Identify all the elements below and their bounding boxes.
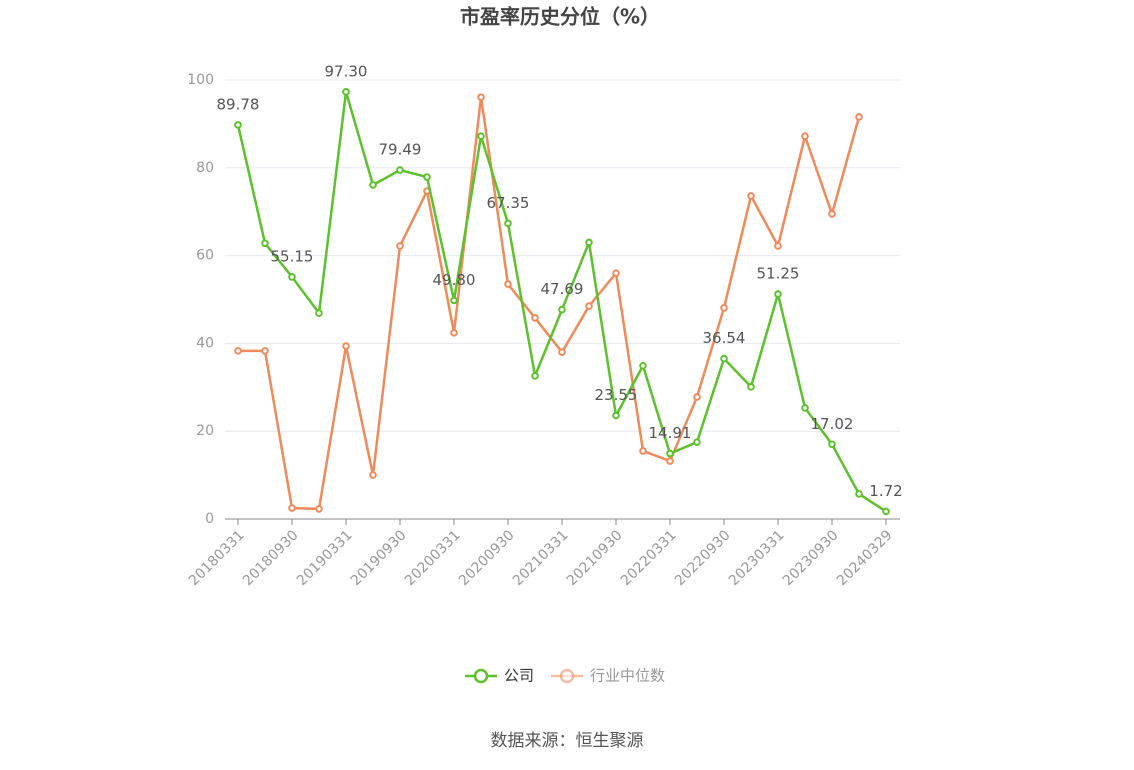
legend-marker [559,668,575,684]
point [342,88,350,96]
point [234,347,242,355]
point [261,347,269,355]
point [558,348,566,356]
point [882,507,890,516]
point [801,404,809,412]
point [558,305,566,314]
x-tick-label: 20240329 [834,527,896,589]
point [774,242,782,250]
point [315,505,323,513]
point [288,504,296,512]
point [828,210,836,218]
point [801,132,809,140]
point [585,238,593,247]
data-label: 17.02 [811,415,854,433]
data-label: 23.55 [595,386,638,404]
point [585,302,593,310]
y-tick-label: 40 [196,335,214,351]
x-tick-label: 20220930 [672,527,734,589]
point [423,173,431,181]
y-tick-label: 100 [187,72,214,88]
data-label: 89.78 [217,95,260,113]
chart-title: 市盈率历史分位（%） [460,5,660,29]
point [666,457,674,465]
y-tick-label: 0 [205,511,214,527]
point [396,166,404,174]
point [450,329,458,337]
point [612,269,620,277]
y-tick-label: 80 [196,160,214,176]
x-tick-label: 20190930 [348,527,410,589]
data-label: 79.49 [379,141,422,159]
legend-marker [473,668,489,684]
x-tick-label: 20190331 [294,527,356,589]
y-tick-label: 20 [196,423,214,439]
point [234,121,242,129]
point [369,181,377,189]
data-label: 14.91 [649,424,692,442]
data-label: 97.30 [325,62,368,80]
legend-label: 公司 [504,667,534,685]
point [774,290,782,298]
point [504,280,512,288]
x-tick-label: 20230930 [780,527,842,589]
point [639,361,647,370]
data-label: 55.15 [271,247,314,265]
data-label: 47.69 [541,280,584,298]
x-tick-label: 20180331 [186,527,248,589]
x-tick-label: 20210930 [564,527,626,589]
point [693,438,701,446]
data-label: 67.35 [487,194,530,212]
point [531,372,539,380]
data-label: 36.54 [703,329,746,347]
data-label: 51.25 [757,265,800,283]
point [504,219,512,228]
x-tick-label: 20230331 [726,527,788,589]
point [747,383,755,391]
point [369,471,377,479]
y-tick-label: 60 [196,248,214,264]
point [612,411,620,420]
point [720,304,728,312]
point [693,393,701,401]
series-line [236,91,887,513]
x-tick-label: 20180930 [240,527,302,589]
series-line [238,96,861,511]
point [666,449,674,458]
point [747,192,755,200]
x-tick-label: 20210331 [510,527,572,589]
point [477,93,485,101]
point [639,447,647,455]
point [477,132,485,140]
point [720,354,728,363]
point [531,314,539,322]
data-label: 49.80 [433,271,476,289]
x-tick-label: 20220331 [618,527,680,589]
source: 数据来源：恒生聚源 [491,731,644,751]
point [261,239,269,248]
point [855,113,863,121]
x-tick-label: 20200331 [402,527,464,589]
point [288,273,296,281]
x-tick-label: 20200930 [456,527,518,589]
point [396,242,404,250]
point [828,440,836,449]
legend-label: 行业中位数 [590,667,665,685]
data-label: 1.72 [869,482,902,500]
point [855,490,863,498]
point [315,309,323,317]
point [450,296,458,305]
point [342,342,350,350]
